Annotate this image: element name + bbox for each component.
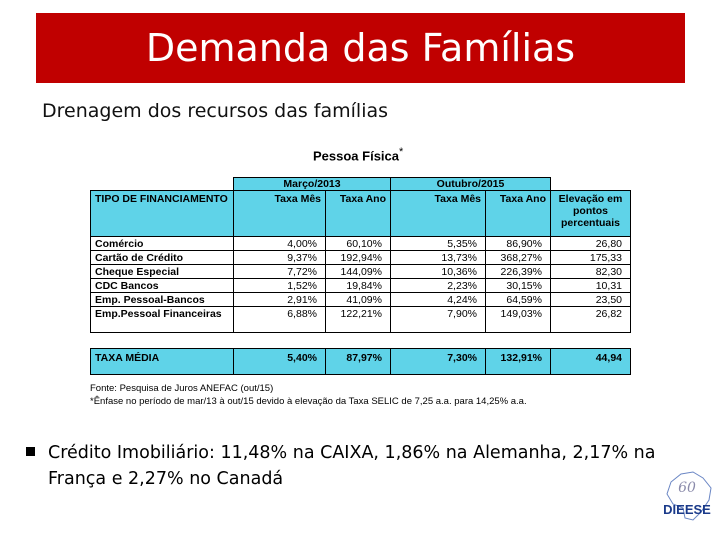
table-period-row: Março/2013 Outubro/2015 xyxy=(90,177,631,190)
bullet-text: Crédito Imobiliário: 11,48% na CAIXA, 1,… xyxy=(48,443,656,489)
source-line: Fonte: Pesquisa de Juros ANEFAC (out/15) xyxy=(90,383,274,394)
header-month-2: Taxa Mês xyxy=(390,190,485,236)
table-row: Cartão de Crédito 9,37% 192,94% 13,73% 368,2… xyxy=(90,250,631,264)
table-total-row: TAXA MÉDIA 5,40% 87,97% 7,30% 132,91% 44… xyxy=(90,348,631,375)
row-value-m1: 9,37% xyxy=(233,250,325,264)
total-year-2: 132,91% xyxy=(485,348,550,375)
bullet-square-icon xyxy=(26,447,35,456)
row-value-m2: 10,36% xyxy=(390,264,485,278)
row-value-a1: 144,09% xyxy=(325,264,390,278)
row-label: Emp.Pessoal Financeiras xyxy=(90,306,233,333)
footnote-line: *Ênfase no período de mar/13 à out/15 de… xyxy=(90,396,527,407)
source-note: Fonte: Pesquisa de Juros ANEFAC (out/15)… xyxy=(90,382,527,408)
header-year-2: Taxa Ano xyxy=(485,190,550,236)
bullet-point: Crédito Imobiliário: 11,48% na CAIXA, 1,… xyxy=(26,440,666,492)
table-row: CDC Bancos 1,52% 19,84% 2,23% 30,15% 10,31 xyxy=(90,278,631,292)
total-label: TAXA MÉDIA xyxy=(90,348,233,375)
brazil-map-icon: 60 DIEESE xyxy=(663,471,712,521)
table-row: Emp.Pessoal Financeiras 6,88% 122,21% 7,90%… xyxy=(90,306,631,333)
row-value-m2: 4,24% xyxy=(390,292,485,306)
row-value-a1: 192,94% xyxy=(325,250,390,264)
slide-title: Demanda das Famílias xyxy=(145,26,576,70)
dieese-logo: 60 DIEESE xyxy=(659,468,715,524)
row-value-elev: 26,80 xyxy=(550,236,631,250)
table-row: Emp. Pessoal-Bancos 2,91% 41,09% 4,24% 64,59… xyxy=(90,292,631,306)
total-month-2: 7,30% xyxy=(390,348,485,375)
row-value-m2: 7,90% xyxy=(390,306,485,333)
row-label: Cheque Especial xyxy=(90,264,233,278)
total-month-1: 5,40% xyxy=(233,348,325,375)
row-value-m1: 6,88% xyxy=(233,306,325,333)
row-value-a1: 60,10% xyxy=(325,236,390,250)
title-banner: Demanda das Famílias xyxy=(36,13,685,83)
period-row-edge xyxy=(550,177,551,190)
header-year-1: Taxa Ano xyxy=(325,190,390,236)
header-type: TIPO DE FINANCIAMENTO xyxy=(90,190,233,236)
row-value-m2: 5,35% xyxy=(390,236,485,250)
row-value-m1: 2,91% xyxy=(233,292,325,306)
row-value-elev: 175,33 xyxy=(550,250,631,264)
row-value-m1: 7,72% xyxy=(233,264,325,278)
row-value-elev: 10,31 xyxy=(550,278,631,292)
row-value-a2: 30,15% xyxy=(485,278,550,292)
logo-text: DIEESE xyxy=(663,502,711,517)
row-label: Emp. Pessoal-Bancos xyxy=(90,292,233,306)
row-value-a1: 41,09% xyxy=(325,292,390,306)
row-value-a1: 19,84% xyxy=(325,278,390,292)
header-elevation: Elevação em pontos percentuais xyxy=(550,190,631,236)
row-value-m1: 4,00% xyxy=(233,236,325,250)
row-value-m2: 2,23% xyxy=(390,278,485,292)
row-value-a2: 64,59% xyxy=(485,292,550,306)
row-value-a2: 86,90% xyxy=(485,236,550,250)
row-value-a2: 226,39% xyxy=(485,264,550,278)
row-label: Cartão de Crédito xyxy=(90,250,233,264)
row-value-elev: 26,82 xyxy=(550,306,631,333)
table-header-row: TIPO DE FINANCIAMENTO Taxa Mês Taxa Ano … xyxy=(90,190,631,236)
slide-subtitle: Drenagem dos recursos das famílias xyxy=(42,100,389,122)
table-title: Pessoa Física* xyxy=(313,146,403,163)
table-row: Cheque Especial 7,72% 144,09% 10,36% 226,39%… xyxy=(90,264,631,278)
row-value-a1: 122,21% xyxy=(325,306,390,333)
period-header-2: Outubro/2015 xyxy=(390,177,550,190)
logo-years: 60 xyxy=(678,480,696,496)
total-elevation: 44,94 xyxy=(550,348,631,375)
table-title-text: Pessoa Física xyxy=(313,148,399,164)
period-header-1: Março/2013 xyxy=(233,177,390,190)
row-label: CDC Bancos xyxy=(90,278,233,292)
table-spacer-row xyxy=(90,333,631,348)
table-row: Comércio 4,00% 60,10% 5,35% 86,90% 26,80 xyxy=(90,236,631,250)
row-value-a2: 149,03% xyxy=(485,306,550,333)
row-value-elev: 82,30 xyxy=(550,264,631,278)
row-value-a2: 368,27% xyxy=(485,250,550,264)
row-label: Comércio xyxy=(90,236,233,250)
table-title-mark: * xyxy=(399,146,404,158)
total-year-1: 87,97% xyxy=(325,348,390,375)
row-value-elev: 23,50 xyxy=(550,292,631,306)
header-month-1: Taxa Mês xyxy=(233,190,325,236)
row-value-m1: 1,52% xyxy=(233,278,325,292)
row-value-m2: 13,73% xyxy=(390,250,485,264)
